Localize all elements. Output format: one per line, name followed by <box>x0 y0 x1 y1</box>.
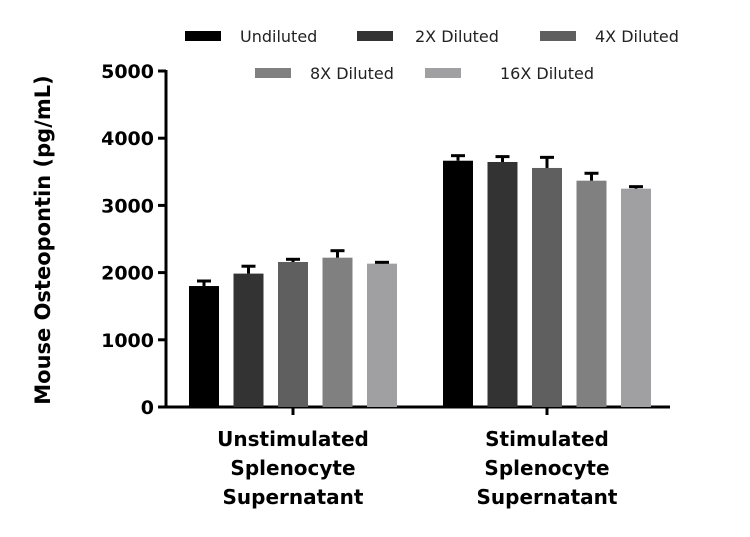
bar <box>278 261 308 407</box>
y-tick-label: 1000 <box>101 330 154 352</box>
y-tick-label: 0 <box>141 397 154 419</box>
legend-label: 16X Diluted <box>500 64 594 83</box>
legend-label: 2X Diluted <box>415 27 499 46</box>
y-tick-label: 2000 <box>101 263 154 285</box>
legend-swatch <box>357 31 393 41</box>
bar <box>532 167 562 407</box>
category-label: Unstimulated <box>217 427 369 451</box>
bar <box>443 160 473 407</box>
bar <box>367 263 397 407</box>
legend-label: 4X Diluted <box>595 27 679 46</box>
y-axis-label: Mouse Osteopontin (pg/mL) <box>31 75 55 405</box>
y-tick-label: 3000 <box>101 195 154 217</box>
legend-swatch <box>185 31 221 41</box>
legend-label: 8X Diluted <box>310 64 394 83</box>
y-tick-label: 4000 <box>101 128 154 150</box>
category-label: Splenocyte <box>230 456 355 480</box>
legend-swatch <box>255 68 291 78</box>
legend-label: Undiluted <box>240 27 317 46</box>
category-label: Supernatant <box>477 485 618 509</box>
bar <box>189 286 219 407</box>
bar <box>487 161 518 407</box>
category-label: Supernatant <box>223 485 364 509</box>
legend-swatch <box>540 31 576 41</box>
category-label: Splenocyte <box>484 456 609 480</box>
bar <box>322 257 353 407</box>
category-label: Stimulated <box>485 427 609 451</box>
legend-swatch <box>425 68 461 78</box>
bar <box>576 180 607 407</box>
bar <box>233 273 264 407</box>
y-tick-label: 5000 <box>101 61 154 83</box>
bar <box>621 188 651 407</box>
